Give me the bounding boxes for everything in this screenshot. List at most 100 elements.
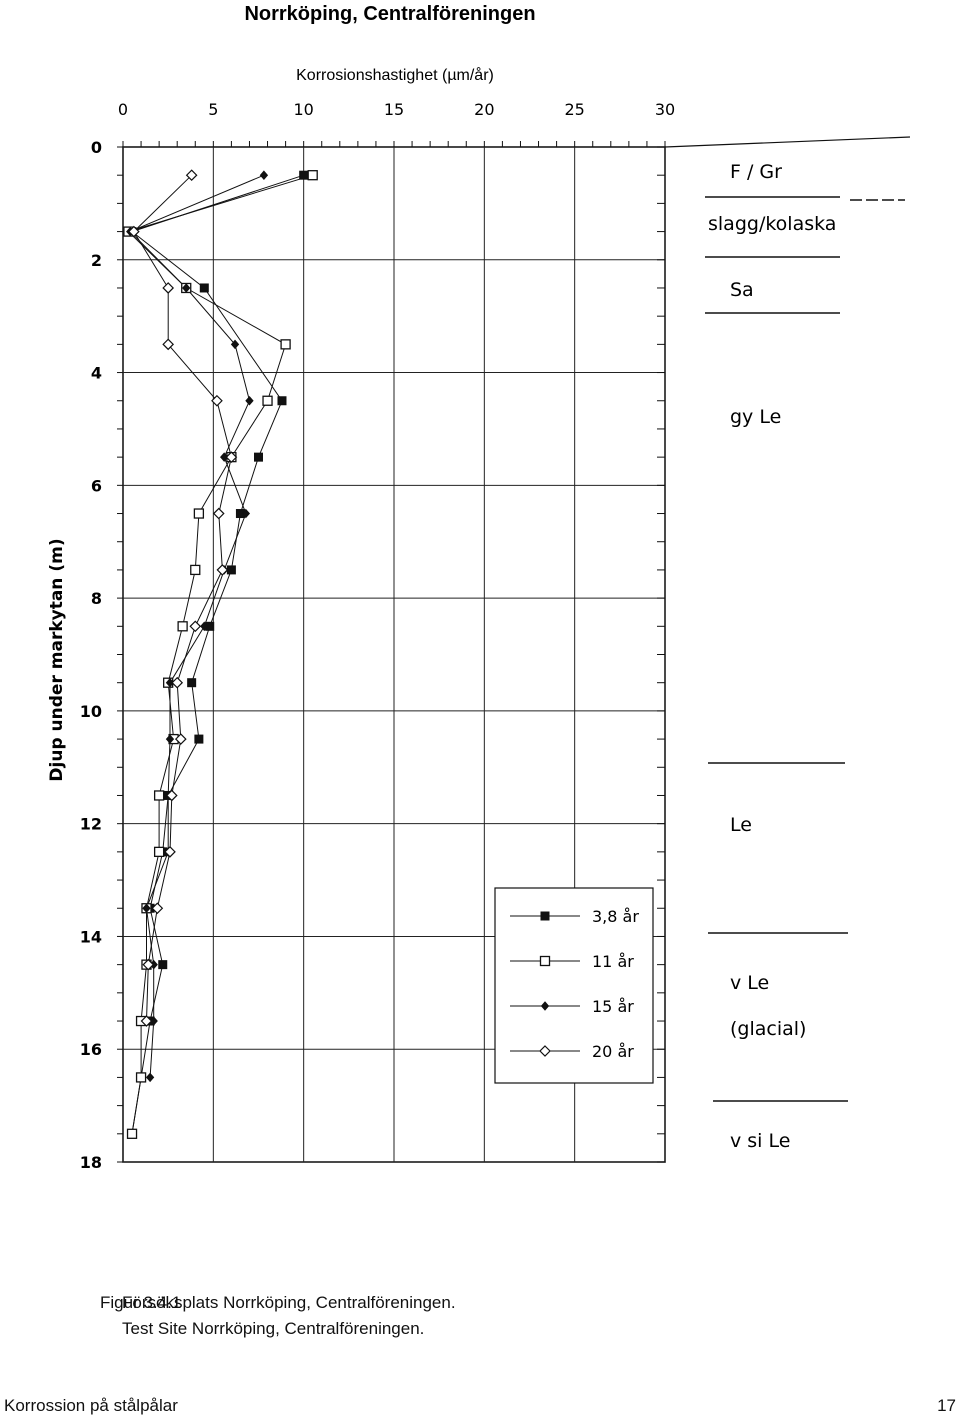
legend-marker-2 bbox=[540, 1001, 550, 1011]
series-3-point-5 bbox=[225, 451, 238, 463]
series-3-point-11 bbox=[165, 789, 178, 802]
y-tick-label-0: 0 bbox=[91, 138, 102, 157]
series-2-point-10 bbox=[165, 734, 175, 744]
figure-caption: Figur 3.4.1 Försöksplats Norrköping, Cen… bbox=[100, 1293, 800, 1343]
caption-line-1: Försöksplats Norrköping, Centralförening… bbox=[122, 1293, 456, 1312]
y-tick-label-3: 6 bbox=[91, 476, 102, 495]
series-3-point-9 bbox=[171, 676, 184, 689]
series-1-point-0 bbox=[307, 170, 318, 181]
grid bbox=[122, 146, 666, 1163]
y-tick-label-2: 4 bbox=[91, 364, 102, 383]
footer-title: Korrossion på stålpålar bbox=[4, 1396, 178, 1415]
series-0-point-4 bbox=[254, 452, 263, 462]
soil-layer-label-1: slagg/kolaska bbox=[708, 213, 836, 235]
x-tick-label-0: 0 bbox=[118, 100, 128, 119]
depth-corrosion-chart: Norrköping, Centralföreningen Korrosions… bbox=[47, 3, 911, 1172]
series-lines bbox=[127, 174, 313, 1134]
x-tick-label-6: 30 bbox=[655, 100, 675, 119]
series-line-0 bbox=[130, 174, 304, 1134]
series-3-point-4 bbox=[211, 394, 223, 407]
soil-layer-label-5: v Le bbox=[730, 972, 769, 994]
y-tick-label-4: 8 bbox=[91, 589, 102, 608]
series-3-point-10 bbox=[174, 733, 187, 745]
x-tick-label-3: 15 bbox=[384, 100, 404, 119]
x-tick-label-2: 10 bbox=[293, 100, 313, 119]
series-1-point-8 bbox=[177, 621, 188, 632]
x-axis-label: Korrosionshastighet (µm/år) bbox=[296, 66, 494, 84]
series-3-point-8 bbox=[189, 620, 202, 633]
series-0-point-0 bbox=[299, 170, 309, 180]
series-markers bbox=[123, 169, 318, 1139]
series-3-point-6 bbox=[212, 507, 225, 520]
caption-line-2: Test Site Norrköping, Centralföreningen. bbox=[122, 1319, 425, 1338]
series-1-point-17 bbox=[126, 1128, 138, 1139]
series-1-point-12 bbox=[153, 846, 165, 858]
soil-layer-label-2: Sa bbox=[730, 279, 754, 301]
legend-marker-1 bbox=[539, 955, 551, 967]
y-axis-label: Djup under markytan (m) bbox=[47, 538, 67, 781]
legend-label-1: 11 år bbox=[592, 952, 634, 971]
series-1-point-11 bbox=[153, 790, 165, 801]
series-0-point-3 bbox=[277, 396, 287, 406]
soil-column: F / Gr slagg/kolaska Sa gy Le Le v Le (glacial… bbox=[664, 136, 911, 1152]
series-1-point-7 bbox=[190, 564, 201, 576]
series-3-point-13 bbox=[151, 902, 164, 915]
x-tick-labels: 0 5 10 15 20 25 30 bbox=[118, 100, 675, 119]
series-2-point-9 bbox=[165, 677, 175, 688]
legend-marker-3 bbox=[539, 1045, 551, 1057]
series-1-point-16 bbox=[135, 1072, 147, 1083]
y-tick-label-6: 12 bbox=[80, 815, 102, 834]
caption-label: Figur 3.4.1 bbox=[100, 1293, 182, 1312]
series-line-3 bbox=[133, 174, 232, 1022]
series-2-point-5 bbox=[220, 452, 229, 462]
soil-layer-label-6: (glacial) bbox=[730, 1018, 806, 1040]
legend-label-2: 15 år bbox=[592, 997, 634, 1016]
series-1-point-4 bbox=[262, 395, 273, 406]
y-tick-label-8: 16 bbox=[80, 1040, 102, 1059]
y-tick-labels: 0 2 4 6 8 10 12 14 16 18 bbox=[80, 138, 102, 1172]
soil-layer-label-3: gy Le bbox=[730, 406, 781, 428]
legend-marker-0 bbox=[540, 911, 550, 921]
series-3-point-0 bbox=[185, 169, 198, 182]
x-tick-label-1: 5 bbox=[208, 100, 218, 119]
series-2-point-4 bbox=[245, 395, 254, 406]
page-footer: Korrossion på stålpålar 17 bbox=[0, 1396, 960, 1418]
x-tick-label-4: 20 bbox=[474, 100, 494, 119]
series-1-point-6 bbox=[193, 508, 205, 519]
series-2-point-6 bbox=[241, 508, 251, 519]
series-0-point-8 bbox=[187, 678, 197, 688]
series-3-point-3 bbox=[162, 338, 175, 351]
soil-layer-label-0: F / Gr bbox=[730, 161, 782, 183]
legend-label-0: 3,8 år bbox=[592, 907, 639, 926]
series-3-point-15 bbox=[140, 1015, 153, 1027]
tick-marks bbox=[117, 141, 666, 1163]
series-0-point-13 bbox=[158, 960, 168, 970]
series-3-point-2 bbox=[162, 282, 175, 294]
series-0-point-9 bbox=[194, 734, 204, 744]
series-3-point-12 bbox=[164, 846, 176, 858]
series-2-point-2 bbox=[182, 283, 191, 293]
series-2-point-13 bbox=[142, 903, 151, 914]
series-0-point-6 bbox=[226, 565, 236, 575]
series-2-point-15 bbox=[149, 1016, 158, 1026]
series-3-point-7 bbox=[216, 564, 229, 576]
soil-layer-label-7: v si Le bbox=[730, 1130, 790, 1152]
soil-top-line bbox=[664, 136, 911, 148]
series-2-point-8 bbox=[200, 621, 209, 632]
series-line-1 bbox=[127, 174, 313, 1134]
y-tick-label-5: 10 bbox=[80, 702, 102, 721]
soil-layer-label-4: Le bbox=[730, 814, 752, 836]
series-0-point-2 bbox=[199, 283, 209, 293]
series-2-point-16 bbox=[145, 1072, 155, 1083]
legend: 3,8 år 11 år 15 år 20 år bbox=[494, 887, 654, 1084]
x-tick-label-5: 25 bbox=[564, 100, 584, 119]
y-tick-label-7: 14 bbox=[80, 927, 102, 946]
series-2-point-0 bbox=[259, 170, 269, 180]
page-number: 17 bbox=[937, 1396, 956, 1415]
y-tick-label-9: 18 bbox=[80, 1153, 102, 1172]
series-3-point-1 bbox=[127, 225, 140, 238]
series-1-point-3 bbox=[280, 339, 291, 350]
legend-label-3: 20 år bbox=[592, 1042, 634, 1061]
series-3-point-14 bbox=[142, 958, 155, 971]
y-tick-label-1: 2 bbox=[91, 251, 102, 270]
